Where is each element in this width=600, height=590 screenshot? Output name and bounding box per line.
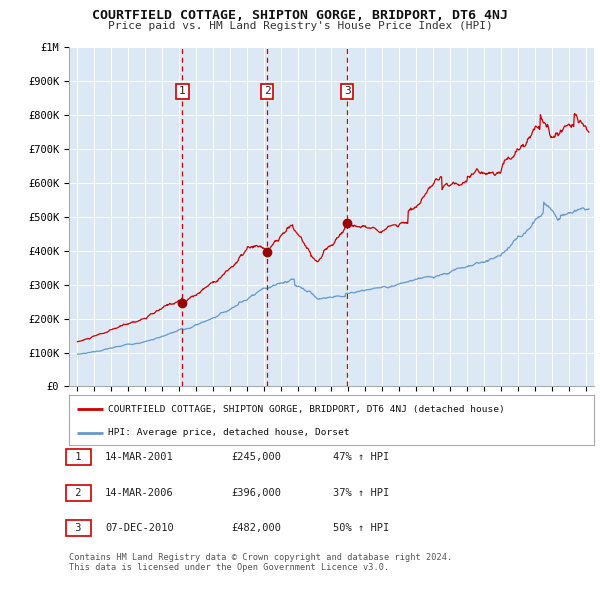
Text: 1: 1: [69, 453, 88, 462]
Text: 14-MAR-2001: 14-MAR-2001: [105, 453, 174, 462]
Text: £396,000: £396,000: [231, 488, 281, 497]
Text: 50% ↑ HPI: 50% ↑ HPI: [333, 523, 389, 533]
Text: 1: 1: [179, 86, 186, 96]
Text: COURTFIELD COTTAGE, SHIPTON GORGE, BRIDPORT, DT6 4NJ: COURTFIELD COTTAGE, SHIPTON GORGE, BRIDP…: [92, 9, 508, 22]
Text: 47% ↑ HPI: 47% ↑ HPI: [333, 453, 389, 462]
Text: 2: 2: [69, 488, 88, 497]
Text: 37% ↑ HPI: 37% ↑ HPI: [333, 488, 389, 497]
Text: £482,000: £482,000: [231, 523, 281, 533]
Text: £245,000: £245,000: [231, 453, 281, 462]
Text: This data is licensed under the Open Government Licence v3.0.: This data is licensed under the Open Gov…: [69, 563, 389, 572]
Text: 07-DEC-2010: 07-DEC-2010: [105, 523, 174, 533]
Text: Contains HM Land Registry data © Crown copyright and database right 2024.: Contains HM Land Registry data © Crown c…: [69, 553, 452, 562]
Text: 14-MAR-2006: 14-MAR-2006: [105, 488, 174, 497]
Text: COURTFIELD COTTAGE, SHIPTON GORGE, BRIDPORT, DT6 4NJ (detached house): COURTFIELD COTTAGE, SHIPTON GORGE, BRIDP…: [109, 405, 505, 414]
Text: HPI: Average price, detached house, Dorset: HPI: Average price, detached house, Dors…: [109, 428, 350, 437]
Text: 3: 3: [344, 86, 350, 96]
Text: 3: 3: [69, 523, 88, 533]
Text: Price paid vs. HM Land Registry's House Price Index (HPI): Price paid vs. HM Land Registry's House …: [107, 21, 493, 31]
Text: 2: 2: [264, 86, 271, 96]
